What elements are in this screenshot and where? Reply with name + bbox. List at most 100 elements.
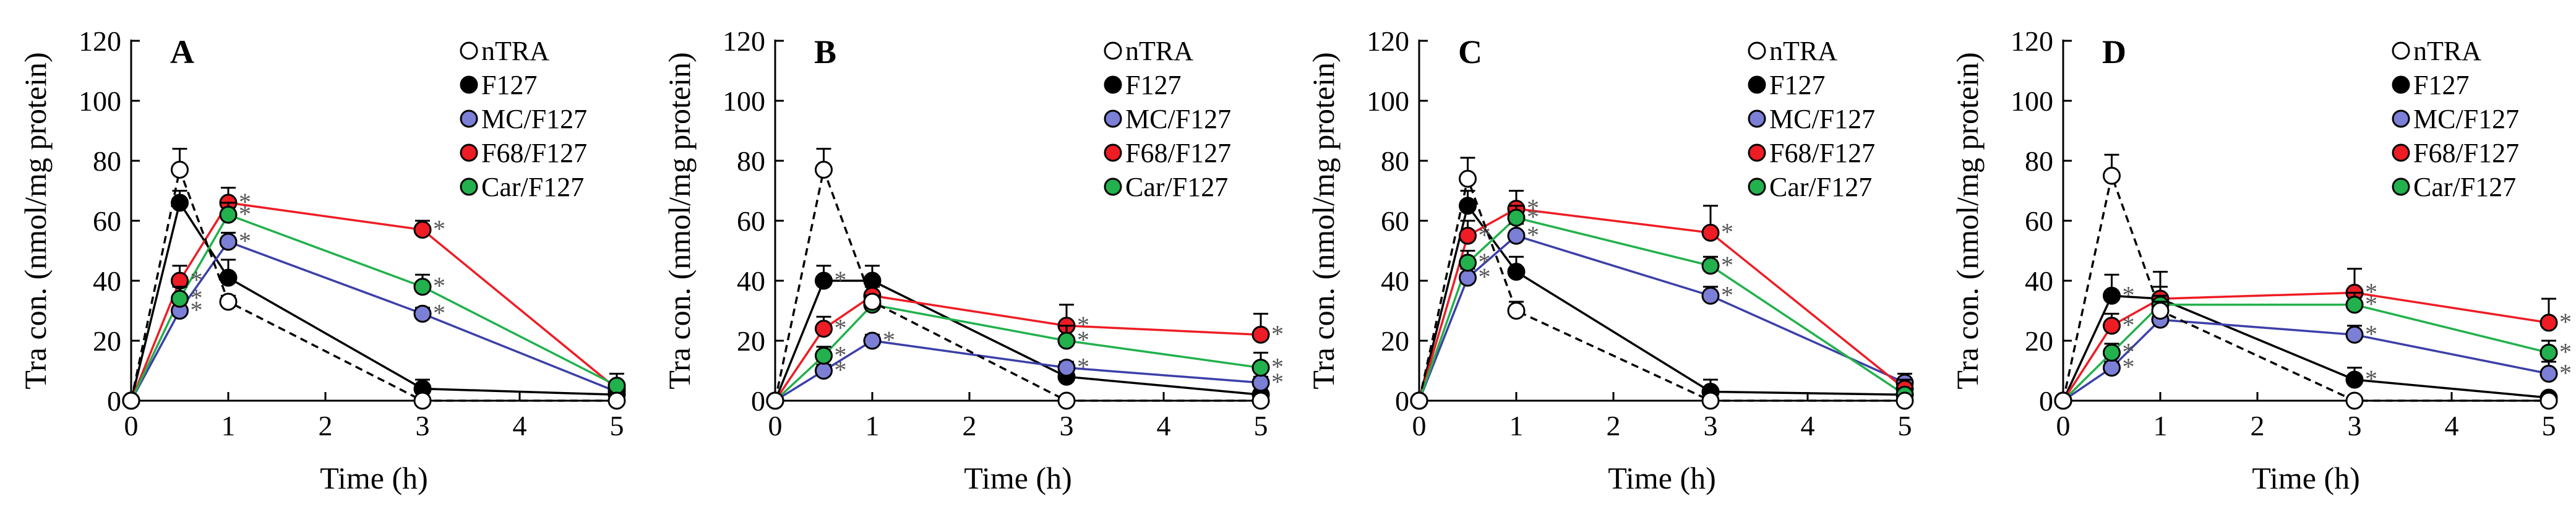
data-point-mc-f127 — [2540, 364, 2558, 383]
legend-marker-f68-f127 — [1104, 143, 1122, 162]
legend-label: F127 — [1125, 70, 1181, 100]
data-point-f127 — [2103, 286, 2121, 305]
significance-star: * — [1271, 320, 1284, 348]
significance-star: * — [239, 200, 251, 228]
panel-label: D — [2102, 33, 2126, 70]
significance-star: * — [2123, 311, 2135, 339]
data-point-ntra — [171, 161, 189, 179]
data-point-mc-f127 — [413, 304, 432, 323]
significance-star: * — [835, 356, 847, 384]
data-point-mc-f127 — [1252, 373, 1270, 392]
significance-star: * — [2123, 281, 2135, 309]
data-point-ntra — [2151, 302, 2170, 320]
data-point-ntra — [1896, 391, 1914, 410]
y-tick-label: 60 — [93, 205, 121, 237]
x-tick-label: 5 — [1254, 410, 1268, 442]
legend: nTRA F127 MC/F127 F68/F127 Car/F127 — [1748, 36, 1875, 202]
y-tick-label: 40 — [1381, 265, 1409, 297]
x-tick-label: 1 — [2153, 410, 2168, 442]
legend-marker-ntra — [1748, 41, 1766, 60]
x-tick-label: 0 — [2056, 410, 2071, 442]
y-tick-label: 80 — [737, 145, 765, 177]
legend-label: Car/F127 — [2413, 172, 2516, 202]
x-tick-label: 5 — [2542, 410, 2556, 442]
x-tick-label: 4 — [1801, 410, 1815, 442]
legend-label: F127 — [481, 70, 537, 100]
legend-label: MC/F127 — [1769, 104, 1875, 134]
data-point-car-f127 — [815, 346, 833, 365]
significance-star: * — [835, 266, 847, 294]
data-point-ntra — [1507, 302, 1526, 320]
data-point-car-f127 — [608, 377, 626, 395]
y-tick-label: 0 — [2039, 385, 2053, 417]
significance-star: * — [2559, 308, 2572, 336]
data-point-ntra — [863, 292, 882, 311]
x-tick-label: 3 — [416, 410, 430, 442]
x-tick-label: 0 — [124, 410, 139, 442]
y-tick-label: 0 — [107, 385, 121, 417]
x-tick-label: 3 — [2348, 410, 2362, 442]
significance-star: * — [239, 227, 251, 255]
data-point-mc-f127 — [2345, 325, 2364, 344]
legend-marker-f127 — [1104, 75, 1122, 94]
series-line-f127 — [130, 200, 617, 401]
series-line-f68-f127 — [2062, 291, 2549, 401]
panel-label: A — [170, 33, 194, 70]
x-tick-label: 2 — [963, 410, 977, 442]
significance-star: * — [2123, 353, 2135, 381]
data-point-mc-f127 — [863, 331, 882, 350]
data-point-f68-f127 — [1459, 226, 1477, 245]
data-point-car-f127 — [1057, 331, 1076, 350]
series-line-ntra — [2062, 171, 2549, 402]
y-tick-label: 120 — [723, 25, 765, 57]
x-axis-title: Time (h) — [2252, 461, 2360, 495]
x-tick-label: 3 — [1060, 410, 1074, 442]
data-point-ntra — [1701, 391, 1720, 410]
series-line-f127 — [774, 279, 1261, 401]
y-tick-label: 60 — [737, 205, 765, 237]
y-tick-label: 100 — [79, 85, 121, 117]
legend-marker-mc-f127 — [1748, 109, 1766, 128]
legend-marker-ntra — [2392, 41, 2410, 60]
legend-marker-f68-f127 — [1748, 143, 1766, 162]
significance-star: * — [1527, 194, 1539, 222]
data-point-f68-f127 — [1701, 223, 1720, 242]
chart-panel-b: 0 20 40 60 80 100 120 0 1 2 3 4 5 Time (h) Tra con. (n… — [662, 25, 1284, 495]
y-tick-label: 60 — [1381, 205, 1409, 237]
significance-star: * — [191, 284, 203, 312]
data-point-mc-f127 — [1701, 286, 1720, 305]
data-point-ntra — [413, 391, 432, 410]
chart-panel-d: 0 20 40 60 80 100 120 0 1 2 3 4 5 Time (h) Tra con. (n… — [1950, 25, 2572, 495]
data-point-mc-f127 — [1459, 268, 1477, 287]
legend-label: F127 — [1769, 70, 1825, 100]
y-tick-label: 80 — [1381, 145, 1409, 177]
significance-star: * — [433, 299, 445, 326]
legend: nTRA F127 MC/F127 F68/F127 Car/F127 — [2392, 36, 2519, 202]
data-point-car-f127 — [2540, 343, 2558, 362]
significance-star: * — [835, 341, 847, 369]
data-point-mc-f127 — [1507, 226, 1526, 245]
series-line-f68-f127 — [130, 202, 618, 401]
chart-panel-a: 0 20 40 60 80 100 120 0 1 2 3 4 5 Time (h) Tra con. (n… — [18, 25, 626, 495]
x-tick-label: 4 — [2445, 410, 2459, 442]
significance-star: * — [191, 296, 203, 324]
series-line-car-f127 — [2062, 304, 2549, 402]
legend-marker-ntra — [1104, 41, 1122, 60]
legend-label: F68/F127 — [2413, 138, 2519, 168]
significance-star: * — [1077, 326, 1089, 354]
y-tick-label: 20 — [737, 325, 765, 357]
legend-label: nTRA — [2413, 36, 2481, 66]
data-point-mc-f127 — [815, 362, 833, 380]
series-line-f68-f127 — [774, 294, 1261, 401]
data-point-ntra — [2054, 391, 2072, 410]
y-tick-label: 120 — [2011, 25, 2053, 57]
series-line-ntra — [130, 166, 617, 402]
x-tick-label: 5 — [1898, 410, 1912, 442]
y-axis-title: Tra con. (nmol/mg protein) — [1306, 52, 1341, 389]
legend-marker-car-f127 — [2392, 177, 2410, 196]
legend-label: nTRA — [1125, 36, 1193, 66]
data-point-f68-f127 — [815, 320, 833, 338]
legend-marker-mc-f127 — [460, 109, 478, 128]
legend-marker-mc-f127 — [2392, 109, 2410, 128]
significance-star: * — [2559, 359, 2572, 386]
